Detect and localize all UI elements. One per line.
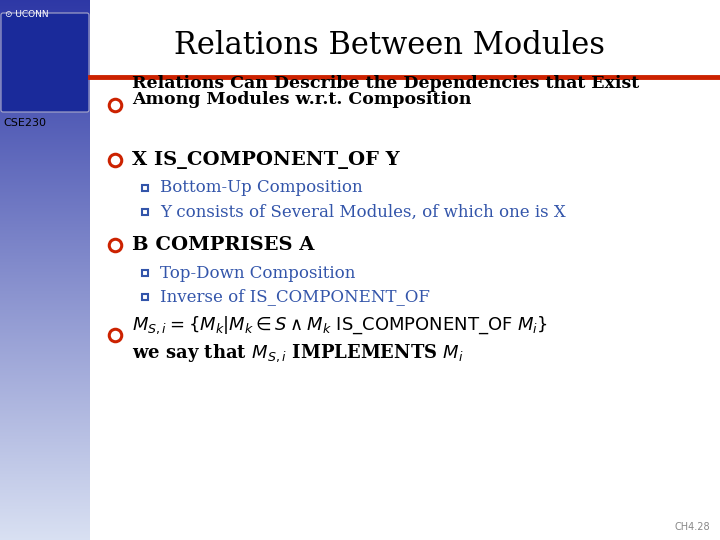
Text: CSE230: CSE230 <box>3 118 46 128</box>
Text: Relations Can Describe the Dependencies that Exist: Relations Can Describe the Dependencies … <box>132 75 639 91</box>
Text: Among Modules w.r.t. Composition: Among Modules w.r.t. Composition <box>132 91 472 109</box>
Text: Relations Between Modules: Relations Between Modules <box>174 30 606 61</box>
Text: Y consists of Several Modules, of which one is X: Y consists of Several Modules, of which … <box>160 204 566 220</box>
Text: CH4.28: CH4.28 <box>675 522 710 532</box>
Text: Bottom-Up Composition: Bottom-Up Composition <box>160 179 363 197</box>
Text: Top-Down Composition: Top-Down Composition <box>160 265 356 281</box>
Text: we say that $M_{S,i}$ IMPLEMENTS $M_i$: we say that $M_{S,i}$ IMPLEMENTS $M_i$ <box>132 342 464 364</box>
Text: X IS_COMPONENT_OF Y: X IS_COMPONENT_OF Y <box>132 151 400 169</box>
Text: ⊙ UCONN: ⊙ UCONN <box>5 10 49 19</box>
Text: Inverse of IS_COMPONENT_OF: Inverse of IS_COMPONENT_OF <box>160 288 430 306</box>
Text: $M_{S,i}=\{M_k|M_k\in S\wedge M_k\ \mathrm{IS\_COMPONENT\_OF}\ M_i\}$: $M_{S,i}=\{M_k|M_k\in S\wedge M_k\ \math… <box>132 314 548 336</box>
Text: B COMPRISES A: B COMPRISES A <box>132 236 315 254</box>
FancyBboxPatch shape <box>1 13 89 112</box>
